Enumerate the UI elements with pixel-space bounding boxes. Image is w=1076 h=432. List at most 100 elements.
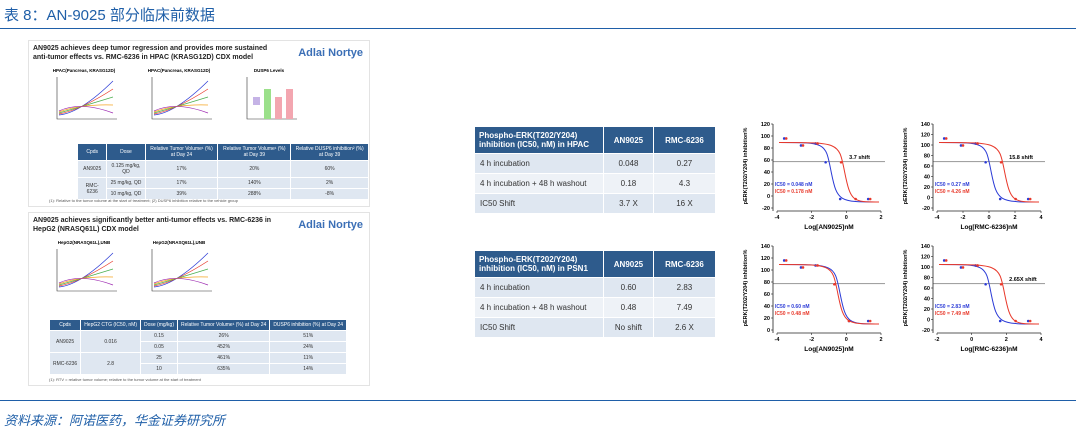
decor-point: [866, 319, 870, 323]
legend-entry: IC50 = 0.60 nM: [775, 304, 810, 310]
decor-point: [799, 144, 803, 147]
fit-curve: [938, 141, 1040, 203]
header-cell: DUSP6 inhibition (%) at Day 24: [269, 319, 348, 331]
decor-point: [1026, 319, 1030, 323]
table-cell: 16 X: [652, 193, 717, 214]
decor-point: [816, 142, 819, 145]
axis: [151, 77, 212, 120]
legend-entry: IC50 = 0.48 nM: [775, 311, 810, 317]
cpd-cell: RMC-6236: [48, 352, 82, 375]
table-cell: -8%: [290, 188, 369, 200]
decor-point: [999, 160, 1003, 164]
note: (1): RTV = relative tumor volume; relati…: [49, 377, 201, 382]
logo: Adlai Nortye: [298, 219, 363, 231]
panel-title: AN9025 achieves significantly better ant…: [33, 217, 272, 233]
x-tick-label: -2: [809, 215, 814, 221]
decor-point: [801, 266, 805, 269]
header-cell: Cpds: [48, 319, 82, 331]
annotation: 3.7 shift: [849, 155, 870, 161]
decor-point: [998, 197, 1002, 201]
y-tick-label: 60: [764, 158, 770, 164]
decor-point: [868, 319, 872, 323]
decor-line: [153, 80, 209, 116]
y-tick-label: 20: [924, 185, 930, 191]
table-row: IC50 Shift No shift 2.6 X: [474, 317, 717, 338]
decor-point: [847, 319, 851, 323]
page-title: 表 8：AN-9025 部分临床前数据: [4, 7, 215, 24]
y-tick-label: 60: [764, 292, 770, 298]
axis: [151, 249, 212, 292]
table-cell: 11%: [269, 352, 348, 364]
y-tick-label: 80: [924, 276, 930, 282]
x-tick-label: 2: [879, 215, 882, 221]
table-cell: 14%: [269, 363, 348, 375]
decor-point: [784, 137, 788, 140]
decor-line: [153, 106, 209, 114]
axis: [56, 77, 117, 120]
y-tick-label: 80: [764, 146, 770, 152]
decor-point: [976, 142, 979, 145]
y-tick-label: 0: [927, 196, 930, 202]
table-cell: 25 mg/kg, QD: [106, 177, 146, 189]
decor-point: [868, 197, 872, 201]
x-tick-label: 0: [845, 337, 848, 343]
decor-point: [854, 197, 857, 201]
table-cell: IC50 Shift: [474, 317, 604, 338]
x-tick-label: 2: [1013, 215, 1016, 221]
decor-point: [959, 266, 963, 269]
annotation: 2.65X shift: [1009, 277, 1037, 283]
table-cell: 39%: [144, 188, 219, 200]
mini-chart-title: HPAC(Pancreas, KRASG12D): [53, 68, 116, 73]
table-cell: 2%: [290, 177, 369, 189]
y-tick-label: 60: [924, 164, 930, 170]
decor-point: [833, 282, 836, 286]
dose-response-plot: 0 20 40 60 80 100 120 140 -4 -2 0 2 Log[AN9025]nM pER…: [743, 244, 885, 353]
decor-bar: [264, 89, 271, 119]
table-cell: 4 h incubation + 48 h washout: [474, 297, 604, 318]
header-cell: Cpds: [76, 143, 108, 161]
header-cell: Relative Tumor Volume¹ (%) at Day 24: [144, 143, 219, 161]
logo: Adlai Nortye: [298, 47, 363, 59]
fit-curve: [778, 141, 880, 203]
header-cell: HepG2 CTG (IC50, nM): [80, 319, 141, 331]
legend-entry: IC50 = 7.49 nM: [935, 311, 970, 317]
legend-entry: IC50 = 0.048 nM: [775, 182, 812, 188]
table-cell: 20%: [217, 160, 292, 178]
axis: [932, 124, 1041, 212]
decor-bar: [286, 89, 293, 119]
y-tick-label: 0: [767, 194, 770, 200]
decor-line: [58, 106, 114, 114]
table-cell: 10: [139, 363, 179, 375]
decor-point: [942, 259, 946, 262]
cpd-cell: AN9025: [48, 330, 82, 353]
legend-entry: IC50 = 2.83 nM: [935, 304, 970, 310]
table-row: IC50 Shift 3.7 X 16 X: [474, 193, 717, 214]
x-tick-label: 4: [1039, 337, 1043, 343]
table-row: 10 635% 14%: [50, 363, 348, 375]
decor-point: [839, 160, 843, 164]
axis: [772, 124, 881, 212]
table-cell: 0.27: [652, 153, 717, 174]
y-tick-label: 120: [921, 133, 930, 139]
ic50-table: Phospho-ERK(T202/Y204) inhibition (IC50,…: [474, 250, 717, 338]
x-tick-label: -2: [935, 337, 940, 343]
rule: [0, 28, 1076, 29]
y-tick-label: 0: [927, 318, 930, 324]
y-axis-label: pERK(T202/Y204) inhibition%: [903, 250, 909, 327]
table-cell: 0.05: [139, 341, 179, 353]
decor-line: [58, 252, 114, 288]
ic50-table: Phospho-ERK(T202/Y204) inhibition (IC50,…: [474, 126, 717, 214]
mini-chart-title: HPAC(Pancreas, KRASG12D): [148, 68, 211, 73]
panel-title: AN9025 achieves deep tumor regression an…: [33, 45, 268, 61]
y-tick-label: 100: [921, 265, 930, 271]
annotation: 15.8 shift: [1009, 155, 1033, 161]
decor-point: [824, 160, 827, 164]
decor-point: [1014, 197, 1017, 201]
header-cell: Phospho-ERK(T202/Y204) inhibition (IC50,…: [474, 126, 604, 154]
decor-point: [942, 137, 946, 140]
table-row: RMC-6236 2.8 25 461% 11%: [48, 352, 348, 375]
header-cell: Phospho-ERK(T202/Y204) inhibition (IC50,…: [474, 250, 604, 278]
table-header: Phospho-ERK(T202/Y204) inhibition (IC50,…: [474, 126, 717, 154]
x-tick-label: -4: [775, 215, 781, 221]
